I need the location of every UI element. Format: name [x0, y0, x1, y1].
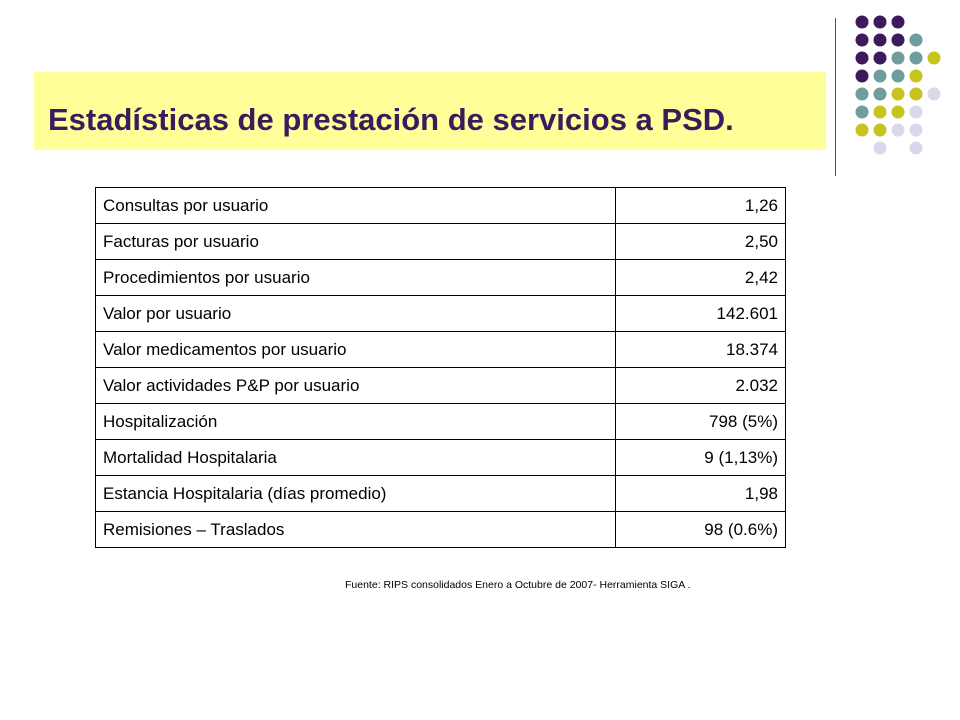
- decor-dot: [891, 123, 905, 137]
- decor-dot: [855, 15, 869, 29]
- decor-dot: [873, 141, 887, 155]
- title-band: [34, 72, 826, 150]
- row-label: Consultas por usuario: [95, 187, 616, 224]
- row-label: Valor por usuario: [95, 295, 616, 332]
- table-row: Valor por usuario 142.601: [95, 295, 786, 332]
- table-row: Estancia Hospitalaria (días promedio) 1,…: [95, 475, 786, 512]
- table-row: Facturas por usuario 2,50: [95, 223, 786, 260]
- table-row: Mortalidad Hospitalaria 9 (1,13%): [95, 439, 786, 476]
- table-row: Hospitalización 798 (5%): [95, 403, 786, 440]
- row-label: Estancia Hospitalaria (días promedio): [95, 475, 616, 512]
- row-value: 9 (1,13%): [615, 439, 786, 476]
- dot-row-8: [873, 141, 923, 155]
- decor-dot: [909, 123, 923, 137]
- decor-dot: [855, 51, 869, 65]
- table-row: Valor medicamentos por usuario 18.374: [95, 331, 786, 368]
- decor-dot: [891, 87, 905, 101]
- decorative-divider: [835, 18, 836, 176]
- dot-row-5: [855, 87, 941, 101]
- decor-dot: [891, 33, 905, 47]
- row-label: Remisiones – Traslados: [95, 511, 616, 548]
- source-note: Fuente: RIPS consolidados Enero a Octubr…: [345, 579, 691, 591]
- row-label: Valor actividades P&P por usuario: [95, 367, 616, 404]
- decor-dot: [927, 51, 941, 65]
- decor-dot: [873, 87, 887, 101]
- row-value: 2,42: [615, 259, 786, 296]
- decor-dot: [855, 33, 869, 47]
- dot-row-6: [855, 105, 923, 119]
- table-row: Remisiones – Traslados 98 (0.6%): [95, 511, 786, 548]
- decor-dot: [873, 105, 887, 119]
- row-value: 1,26: [615, 187, 786, 224]
- row-label: Procedimientos por usuario: [95, 259, 616, 296]
- decor-dot: [909, 87, 923, 101]
- dot-row-7: [855, 123, 923, 137]
- row-value: 142.601: [615, 295, 786, 332]
- decor-dot: [891, 15, 905, 29]
- decor-dot: [891, 105, 905, 119]
- slide-title: Estadísticas de prestación de servicios …: [48, 102, 734, 137]
- row-value: 18.374: [615, 331, 786, 368]
- decor-dot: [909, 105, 923, 119]
- table-row: Consultas por usuario 1,26: [95, 187, 786, 224]
- row-label: Mortalidad Hospitalaria: [95, 439, 616, 476]
- decorative-dot-grid: [855, 15, 941, 155]
- table-row: Valor actividades P&P por usuario 2.032: [95, 367, 786, 404]
- decor-dot: [909, 141, 923, 155]
- dot-row-1: [855, 15, 905, 29]
- dot-row-2: [855, 33, 923, 47]
- row-value: 1,98: [615, 475, 786, 512]
- row-value: 98 (0.6%): [615, 511, 786, 548]
- row-value: 2.032: [615, 367, 786, 404]
- decor-dot: [873, 123, 887, 137]
- decor-dot: [855, 69, 869, 83]
- decor-dot: [873, 51, 887, 65]
- decor-dot: [909, 69, 923, 83]
- row-value: 2,50: [615, 223, 786, 260]
- decor-dot: [855, 87, 869, 101]
- decor-dot: [891, 69, 905, 83]
- table-row: Procedimientos por usuario 2,42: [95, 259, 786, 296]
- row-label: Hospitalización: [95, 403, 616, 440]
- statistics-table: Consultas por usuario 1,26 Facturas por …: [95, 187, 786, 548]
- row-label: Facturas por usuario: [95, 223, 616, 260]
- decor-dot: [909, 33, 923, 47]
- row-value: 798 (5%): [615, 403, 786, 440]
- decor-dot: [873, 69, 887, 83]
- decor-dot: [909, 51, 923, 65]
- decor-dot: [873, 15, 887, 29]
- decor-dot: [855, 123, 869, 137]
- decor-dot: [873, 33, 887, 47]
- decor-dot: [891, 51, 905, 65]
- dot-row-4: [855, 69, 923, 83]
- row-label: Valor medicamentos por usuario: [95, 331, 616, 368]
- decor-dot: [855, 105, 869, 119]
- dot-row-3: [855, 51, 941, 65]
- decor-dot: [927, 87, 941, 101]
